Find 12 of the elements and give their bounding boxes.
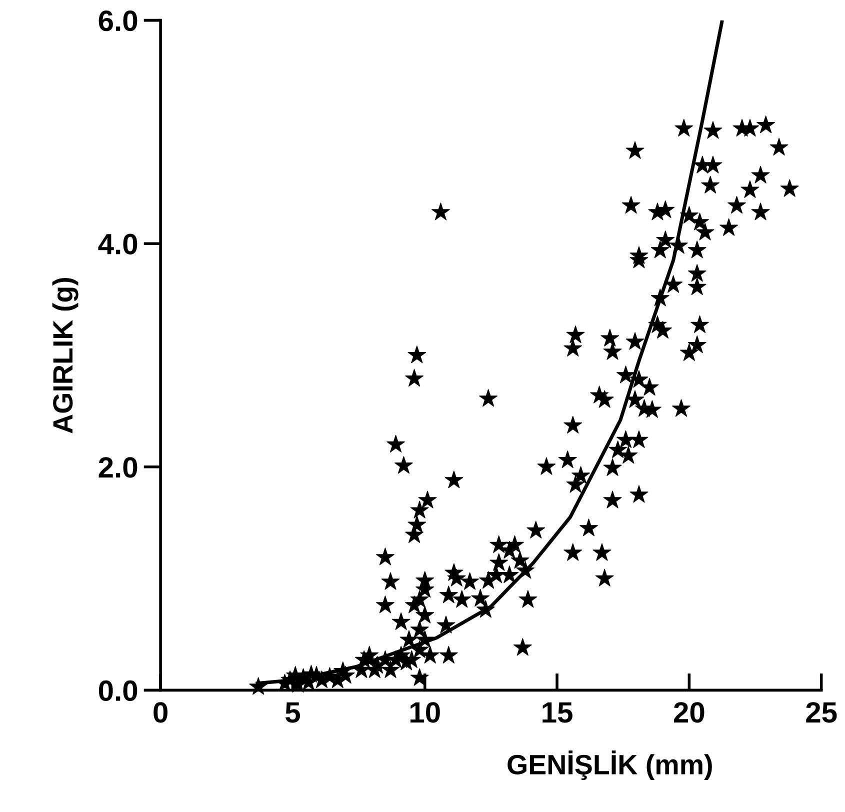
y-tick-label: 0.0 — [98, 680, 138, 702]
y-tick-label: 4.0 — [98, 234, 138, 254]
x-tick-label: 5 — [285, 702, 300, 723]
y-axis-title: AGIRLIK (g) — [52, 278, 78, 434]
x-tick-label: 25 — [806, 702, 837, 723]
x-tick-label: 0 — [154, 702, 168, 723]
y-tick-label: 2.0 — [98, 457, 138, 478]
x-tick-label: 10 — [410, 702, 440, 723]
y-tick-label: 6.0 — [98, 10, 138, 32]
x-axis-title: GENİŞLİK (mm) — [508, 750, 712, 780]
x-tick-label: 20 — [674, 702, 704, 723]
x-tick-label: 15 — [542, 702, 572, 723]
